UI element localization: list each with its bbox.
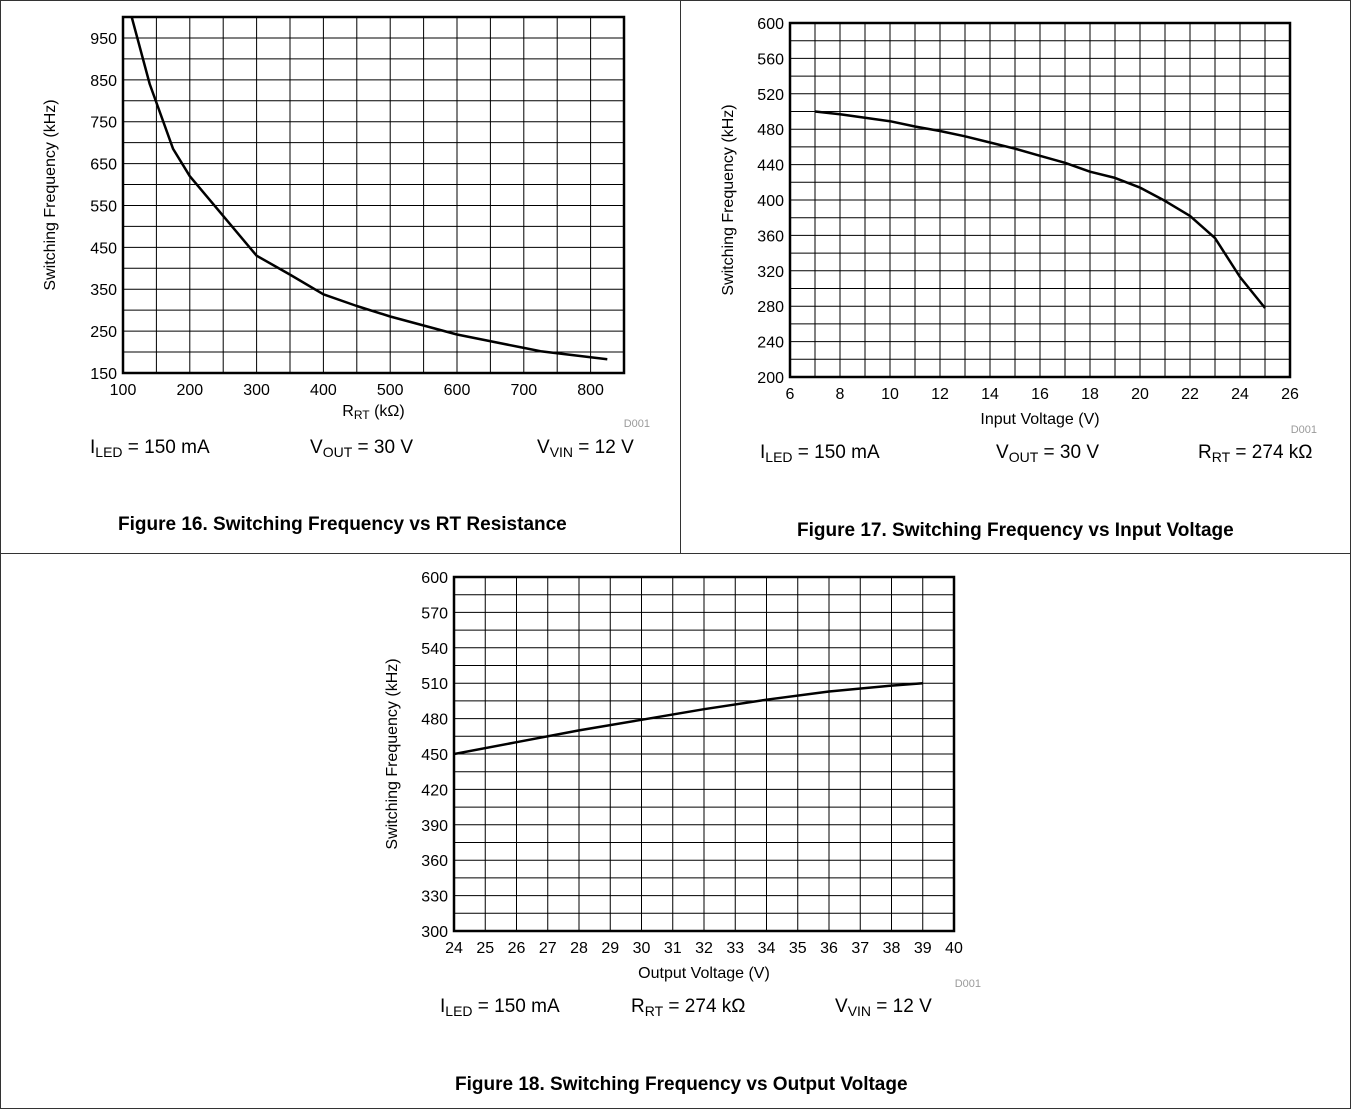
fig16-y-tick-label: 850	[90, 73, 117, 90]
fig17-y-tick-label: 560	[757, 51, 784, 68]
fig18-y-tick-label: 300	[421, 924, 448, 941]
fig17-x-tick-label: 18	[1081, 386, 1099, 403]
fig18-x-tick-label: 39	[914, 940, 932, 957]
fig17-plot-frame	[788, 21, 1292, 379]
fig17-y-tick-label: 480	[757, 122, 784, 139]
fig16-figure-code: D001	[624, 418, 650, 430]
fig18-series-line	[454, 681, 923, 756]
fig18-x-tick-label: 33	[726, 940, 744, 957]
fig18-chart: 24 25 26 27 28 29 30 31 32 33 34 35 36 37 38 39 40 300 330…	[384, 570, 981, 990]
fig16-y-tick-label: 450	[90, 240, 117, 257]
fig18-y-tick-label: 480	[421, 712, 448, 729]
fig16-series-line	[130, 17, 608, 361]
fig17-figure-code: D001	[1291, 424, 1317, 436]
fig17-y-tick-label: 360	[757, 228, 784, 245]
fig16-x-tick-label: 600	[444, 382, 471, 399]
fig17-x-tick-label: 26	[1281, 386, 1299, 403]
fig18-y-tick-label: 360	[421, 853, 448, 870]
fig18-y-tick-label: 570	[421, 605, 448, 622]
fig18-x-axis-label: Output Voltage (V)	[638, 965, 770, 982]
fig17-y-tick-label: 400	[757, 193, 784, 210]
fig16-x-tick-label: 400	[310, 382, 337, 399]
fig16-condition-vout: VOUT = 30 V	[310, 437, 413, 460]
fig18-x-tick-label: 40	[945, 940, 963, 957]
fig16-condition-iled: ILED = 150 mA	[90, 437, 210, 460]
fig17-y-tick-label: 320	[757, 264, 784, 281]
fig17-x-tick-label: 22	[1181, 386, 1199, 403]
fig16-y-tick-label: 650	[90, 157, 117, 174]
fig17-x-tick-label: 14	[981, 386, 999, 403]
fig16-x-tick-label: 300	[243, 382, 270, 399]
fig18-x-tick-label: 34	[758, 940, 776, 957]
fig17-y-axis-label: Switching Frequency (kHz)	[720, 104, 737, 295]
fig17-chart: 6 8 10 12 14 16 18 20 22 24 26 200 240 280 320 360 400 44…	[720, 16, 1317, 436]
fig17-x-tick-label: 12	[931, 386, 949, 403]
fig18-x-tick-label: 36	[820, 940, 838, 957]
fig16-y-tick-label: 250	[90, 324, 117, 341]
fig18-y-tick-label: 450	[421, 747, 448, 764]
fig18-x-tick-label: 38	[883, 940, 901, 957]
fig16-x-tick-label: 500	[377, 382, 404, 399]
fig18-x-tick-label: 30	[633, 940, 651, 957]
fig17-y-tick-label: 200	[757, 370, 784, 387]
fig18-x-tick-label: 28	[570, 940, 588, 957]
fig16-condition-vvin: VVIN = 12 V	[537, 437, 634, 460]
fig17-x-tick-label: 8	[836, 386, 845, 403]
fig17-y-tick-label: 600	[757, 16, 784, 33]
fig18-x-tick-label: 27	[539, 940, 557, 957]
fig17-x-tick-label: 24	[1231, 386, 1249, 403]
fig17-condition-vout: VOUT = 30 V	[996, 442, 1099, 465]
fig18-x-tick-label: 31	[664, 940, 682, 957]
fig16-x-axis-label: RRT (kΩ)	[342, 403, 404, 422]
fig18-y-tick-label: 600	[421, 570, 448, 587]
fig18-condition-rrt: RRT = 274 kΩ	[631, 996, 746, 1019]
fig16-y-tick-label: 750	[90, 115, 117, 132]
fig17-condition-rrt: RRT = 274 kΩ	[1198, 442, 1313, 465]
fig18-y-tick-label: 510	[421, 676, 448, 693]
fig16-y-axis-label: Switching Frequency (kHz)	[42, 99, 59, 290]
fig17-x-tick-label: 10	[881, 386, 899, 403]
fig17-x-tick-label: 20	[1131, 386, 1149, 403]
fig18-x-tick-label: 35	[789, 940, 807, 957]
fig17-y-tick-label: 520	[757, 87, 784, 104]
fig18-x-tick-label: 29	[601, 940, 619, 957]
fig18-x-tick-label: 37	[851, 940, 869, 957]
fig17-x-tick-label: 6	[786, 386, 795, 403]
fig18-y-tick-label: 390	[421, 818, 448, 835]
fig17-series-line	[814, 110, 1266, 309]
fig16-chart: 100 200 300 400 500 600 700 800 150 250 350 450 550 6…	[42, 15, 650, 430]
fig17-y-tick-label: 440	[757, 158, 784, 175]
fig16-caption: Figure 16. Switching Frequency vs RT Res…	[118, 514, 567, 535]
fig17-condition-iled: ILED = 150 mA	[760, 442, 880, 465]
fig18-y-tick-label: 420	[421, 782, 448, 799]
fig17-y-tick-label: 280	[757, 299, 784, 316]
fig16-plot-frame	[121, 15, 626, 375]
fig18-x-tick-label: 24	[445, 940, 463, 957]
fig18-figure-code: D001	[955, 978, 981, 990]
fig18-condition-iled: ILED = 150 mA	[440, 996, 560, 1019]
fig16-y-tick-label: 350	[90, 282, 117, 299]
fig16-y-tick-label: 950	[90, 31, 117, 48]
fig18-x-tick-label: 25	[476, 940, 494, 957]
fig16-y-tick-label: 150	[90, 366, 117, 383]
fig18-y-axis-label: Switching Frequency (kHz)	[384, 658, 401, 849]
fig17-x-axis-label: Input Voltage (V)	[980, 411, 1099, 428]
fig17-x-tick-label: 16	[1031, 386, 1049, 403]
fig16-y-tick-label: 550	[90, 198, 117, 215]
fig17-caption: Figure 17. Switching Frequency vs Input …	[797, 520, 1234, 541]
fig16-x-tick-label: 700	[510, 382, 537, 399]
fig16-x-tick-label: 200	[176, 382, 203, 399]
fig18-x-tick-label: 26	[508, 940, 526, 957]
fig16-x-tick-label: 100	[110, 382, 137, 399]
fig16-x-tick-label: 800	[577, 382, 604, 399]
fig17-y-tick-label: 240	[757, 335, 784, 352]
fig18-caption: Figure 18. Switching Frequency vs Output…	[455, 1074, 908, 1095]
fig18-y-tick-label: 330	[421, 889, 448, 906]
fig18-condition-vvin: VVIN = 12 V	[835, 996, 932, 1019]
fig18-x-tick-label: 32	[695, 940, 713, 957]
fig18-y-tick-label: 540	[421, 641, 448, 658]
